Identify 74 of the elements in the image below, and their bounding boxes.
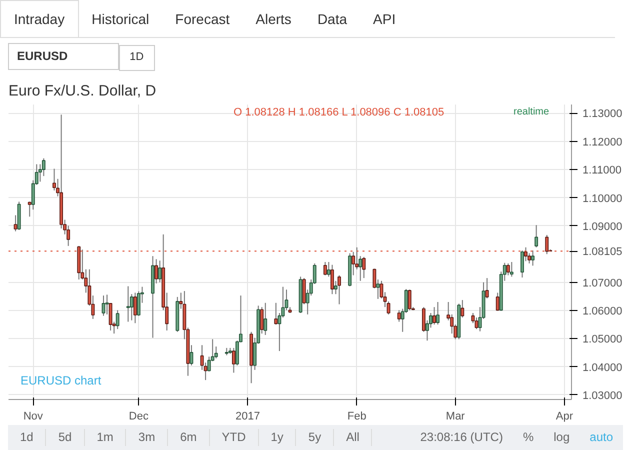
y-tick-label: 1.09000 [582, 220, 622, 233]
text: 5d [46, 429, 85, 446]
text: 5y [296, 429, 334, 446]
text: Data [316, 10, 348, 29]
x-tick-label: Mar [446, 410, 466, 422]
text: Forecast [174, 10, 231, 29]
candlestick [14, 214, 18, 232]
candlestick [105, 294, 109, 315]
text: % [522, 429, 535, 446]
text: 1D [118, 45, 155, 71]
y-tick-label: 1.10000 [582, 192, 622, 205]
candlestick [28, 201, 32, 218]
candlestick [496, 292, 500, 312]
candlestick [531, 250, 535, 266]
text: 6m [168, 429, 210, 446]
candlestick [323, 262, 327, 276]
candlestick [362, 256, 366, 279]
candlestick [326, 262, 330, 278]
candlestick [338, 274, 341, 305]
y-tick-label: 1.12000 [582, 136, 622, 148]
text: 1y [258, 429, 296, 446]
candlestick [352, 251, 356, 276]
candlestick [133, 292, 137, 324]
candlestick [330, 264, 334, 295]
candlestick [232, 347, 236, 374]
y-tick-label: 1.13000 [582, 108, 622, 120]
text: 1m [84, 429, 126, 446]
y-tick-label: 1.07000 [582, 277, 622, 290]
candlestick [510, 262, 514, 278]
text: YTD [210, 429, 259, 446]
text: API [372, 10, 397, 29]
candlestick [520, 250, 524, 278]
candlestick [116, 310, 120, 330]
candlestick [260, 306, 264, 334]
annotation: O 1.08128 H 1.08166 L 1.08096 C 1.08105 [234, 106, 444, 118]
text: 23:08:16 (UTC) [419, 429, 504, 446]
y-tick-label: 1.05000 [582, 334, 622, 346]
candlestick [274, 302, 278, 326]
text: log [552, 429, 571, 446]
candlestick [506, 262, 510, 276]
y-tick-label: 1.03000 [582, 390, 622, 402]
text: All [334, 429, 372, 446]
text: auto [588, 429, 614, 446]
text: Alerts [254, 10, 292, 29]
candlestick [190, 344, 194, 366]
candlestick [264, 302, 268, 336]
y-tick-label: 1.11000 [582, 164, 622, 177]
y-tick-label: 1.06000 [582, 305, 622, 318]
x-tick-label: Dec [128, 410, 149, 422]
candlestick [436, 302, 440, 326]
candlestick [460, 300, 464, 318]
text: EURUSD [8, 43, 119, 70]
x-tick-label: Feb [347, 410, 366, 422]
text: Historical [90, 10, 150, 29]
x-tick-label: Apr [556, 410, 574, 422]
candlestick [534, 224, 538, 248]
candlestick [158, 260, 162, 283]
chart-title: Euro Fx/U.S. Dollar, D [8, 82, 156, 100]
candlestick [408, 289, 412, 311]
candlestick [154, 258, 158, 284]
candlestick [102, 295, 106, 316]
text: 3m [126, 429, 168, 446]
candlestick [397, 310, 401, 322]
annotation: realtime [514, 106, 550, 118]
candlestick [126, 286, 130, 322]
text: Intraday [0, 0, 79, 37]
x-tick-label: 2017 [236, 410, 260, 422]
y-tick-label: 1.04000 [582, 362, 622, 374]
candlestick [432, 306, 436, 326]
text: 1d [8, 429, 46, 446]
annotation: EURUSD chart [20, 374, 102, 388]
candlestick [376, 278, 380, 300]
x-tick-label: Nov [23, 410, 44, 422]
ref-line-label: 1.08105 [582, 246, 622, 258]
